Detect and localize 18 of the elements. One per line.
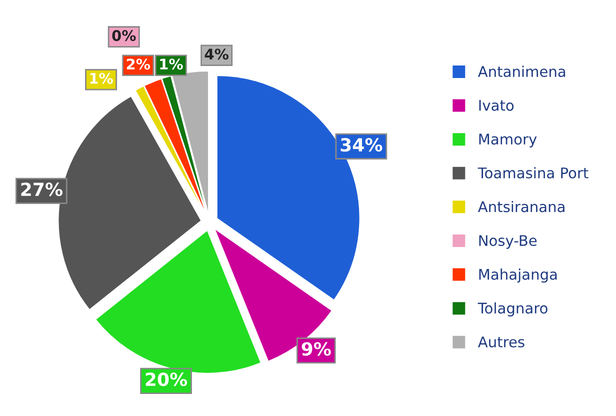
legend-label: Antanimena <box>478 66 566 78</box>
data-label: 1% <box>160 58 183 70</box>
legend-label: Antsiranana <box>478 200 564 212</box>
legend-label: Autres <box>478 336 524 348</box>
legend-label: Mamory <box>479 134 537 148</box>
text: 0% <box>112 30 136 42</box>
data-label: 4% <box>204 48 228 60</box>
data-label: 2% <box>126 58 150 70</box>
data-label: 20% <box>146 372 188 386</box>
legend-label: Mahajanga <box>479 268 557 283</box>
data-label: 9% <box>302 342 331 356</box>
data-label: 1% <box>90 72 113 84</box>
data-label: 27% <box>21 182 62 196</box>
legend-label: Tolagnaro <box>478 302 548 316</box>
legend-label: Ivato <box>479 100 514 111</box>
data-label: 34% <box>340 138 382 152</box>
legend-label: Toamasina Port <box>478 167 588 178</box>
legend-label: Nosy-Be <box>479 235 537 249</box>
